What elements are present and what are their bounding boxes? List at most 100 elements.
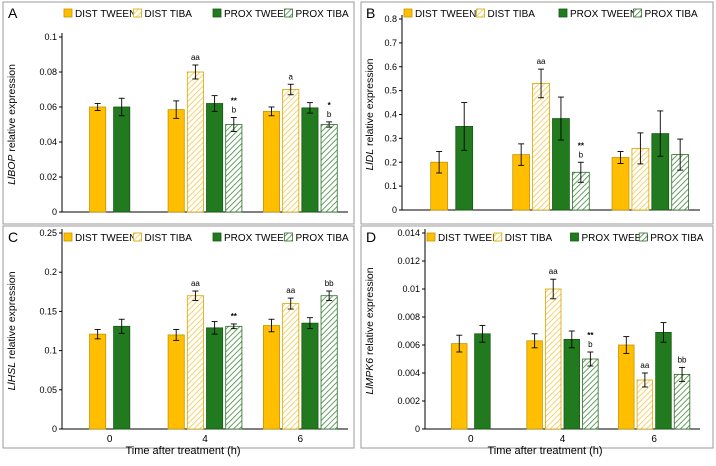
bar <box>263 325 281 430</box>
significance-label: b <box>232 106 237 115</box>
bar <box>655 331 672 430</box>
y-tick-label: 0.4 <box>384 110 397 120</box>
bar <box>673 373 691 430</box>
panel-frame <box>360 1 714 225</box>
panel-frame <box>2 1 355 225</box>
legend-label: PROX TWEEN <box>224 9 291 20</box>
chart-panel-d: 0 0.002 0.004 0.006 0.008 0.01 0.012 0.014 LlMPK… <box>360 225 714 449</box>
y-axis-title-suffix: relative expression <box>6 64 18 155</box>
legend-swatch <box>493 232 503 242</box>
y-axis-title-suffix: relative expression <box>364 267 376 358</box>
x-axis-title-left: Time after treatment (h) <box>125 445 240 457</box>
y-tick-label: 0.2 <box>44 267 57 277</box>
bar <box>89 333 107 430</box>
legend-label: DIST TWEEN <box>415 9 476 20</box>
x-tick-label: 6 <box>651 434 657 445</box>
legend-swatch <box>570 232 579 242</box>
y-axis-gene-name: LlBOP <box>6 155 18 185</box>
panel-frame <box>360 225 714 449</box>
significance-label: bb <box>678 355 687 364</box>
y-axis-gene-name: LlDL <box>364 149 376 171</box>
bar <box>320 295 338 430</box>
significance-label: bb <box>325 279 334 288</box>
legend-label: PROX TIBA <box>645 9 698 20</box>
significance-label: aa <box>549 267 558 276</box>
y-tick-label: 0.8 <box>384 14 397 24</box>
bar <box>532 83 550 211</box>
y-tick-label: 0.002 <box>397 396 420 406</box>
y-tick-label: 0.6 <box>384 62 397 72</box>
x-tick-label: 4 <box>202 434 208 445</box>
x-tick-label: 0 <box>468 434 474 445</box>
y-tick-label: 0.08 <box>39 67 57 77</box>
legend-label: DIST TWEEN <box>75 9 136 20</box>
y-axis-title-suffix: relative expression <box>6 271 18 362</box>
bar <box>282 303 300 430</box>
significance-label: b <box>588 340 593 349</box>
bar <box>167 334 185 430</box>
significance-label: b <box>327 110 332 119</box>
legend-swatch <box>638 232 648 242</box>
legend-swatch <box>212 232 222 242</box>
x-axis-title-right: Time after treatment (h) <box>487 445 602 457</box>
significance-label: aa <box>537 57 546 66</box>
legend-label: PROX TIBA <box>650 233 703 244</box>
y-axis-gene-name: LlHSL <box>6 362 18 391</box>
legend-swatch <box>403 8 413 18</box>
y-tick-label: 0.02 <box>39 172 57 182</box>
chart-panel-a: 0 0.02 0.04 0.06 0.08 0.1 LlBOP relative expre… <box>2 1 355 225</box>
panel-letter: C <box>8 229 18 245</box>
y-axis-title: LlMPK6 relative expression <box>364 267 376 394</box>
bar <box>282 89 300 213</box>
y-tick-label: 0.15 <box>39 306 57 316</box>
y-tick-label: 0.1 <box>44 346 57 356</box>
bar <box>113 325 131 430</box>
legend-label: PROX TWEEN <box>224 233 291 244</box>
bar <box>206 327 224 430</box>
significance-label: aa <box>286 286 295 295</box>
y-tick-label: 0.2 <box>384 157 397 167</box>
bar <box>263 110 281 213</box>
y-tick-label: 0.012 <box>397 256 420 266</box>
significance-label: aa <box>191 279 200 288</box>
bar <box>89 106 107 213</box>
significance-label: * <box>328 101 332 110</box>
legend-label: PROX TWEEN <box>570 9 637 20</box>
y-tick-label: 0.05 <box>39 385 57 395</box>
y-tick-label: 0.3 <box>384 133 397 143</box>
legend-label: DIST TIBA <box>505 233 553 244</box>
bar <box>474 333 491 430</box>
x-tick-label: 6 <box>298 434 304 445</box>
significance-label: a <box>289 72 294 81</box>
x-tick-label: 0 <box>107 434 113 445</box>
bar <box>225 325 243 430</box>
legend-swatch <box>133 232 142 242</box>
bar <box>611 157 630 211</box>
bar <box>451 343 468 430</box>
y-tick-label: 0.7 <box>384 38 397 48</box>
legend-swatch <box>212 8 222 18</box>
significance-label: aa <box>191 53 200 62</box>
bar <box>167 109 185 213</box>
significance-label: aa <box>640 361 649 370</box>
bar <box>113 106 131 213</box>
bar <box>301 107 319 213</box>
significance-label: ** <box>587 331 594 340</box>
bar <box>186 295 204 430</box>
legend-swatch <box>426 232 436 242</box>
legend-label: DIST TIBA <box>145 9 193 20</box>
panel-letter: D <box>366 229 376 245</box>
bar <box>582 358 599 430</box>
y-tick-label: 0.1 <box>384 181 397 191</box>
bar <box>186 71 204 213</box>
bar <box>320 124 338 213</box>
legend-swatch <box>633 8 642 18</box>
y-tick-label: 0.5 <box>384 86 397 96</box>
legend-label: PROX TIBA <box>296 9 349 20</box>
y-tick-label: 0 <box>52 207 57 217</box>
y-axis-title-suffix: relative expression <box>364 58 376 149</box>
y-tick-label: 0 <box>52 424 57 434</box>
x-tick-label: 4 <box>560 434 566 445</box>
bar <box>526 340 543 430</box>
